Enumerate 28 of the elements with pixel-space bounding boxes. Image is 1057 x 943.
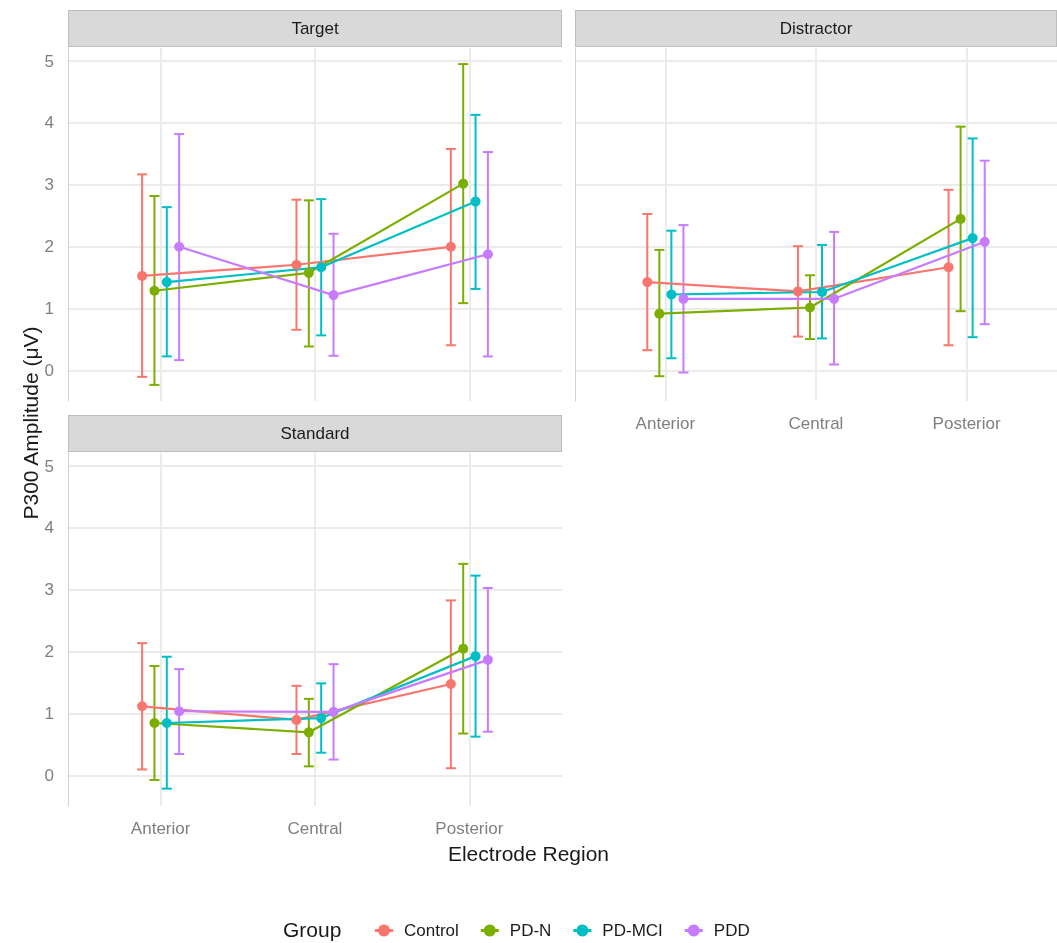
y-tick-label: 4 — [44, 113, 54, 133]
y-tick-label: 1 — [44, 299, 54, 319]
x-tick-label: Central — [788, 414, 844, 433]
y-tick-label: 1 — [44, 704, 54, 724]
legend-label: PDD — [713, 921, 750, 940]
x-axis-title: Electrode Region — [447, 842, 610, 865]
y-tick-label: 5 — [44, 51, 54, 71]
x-tick-label: Anterior — [130, 819, 191, 838]
chart-title: Target — [68, 10, 562, 47]
y-tick-label: 2 — [44, 642, 54, 662]
x-tick-label: Central — [287, 819, 343, 838]
legend-title: Group — [283, 918, 342, 941]
legend-label: PD-N — [509, 921, 552, 940]
y-tick-label: 5 — [44, 456, 54, 476]
y-tick-label: 0 — [44, 766, 54, 786]
chart-title: Standard — [68, 415, 562, 452]
legend-label: PD-MCI — [602, 921, 663, 940]
y-tick-label: 3 — [44, 175, 54, 195]
y-tick-label: 3 — [44, 580, 54, 600]
x-tick-label: Posterior — [435, 819, 504, 838]
y-tick-label: 4 — [44, 518, 54, 538]
y-tick-label: 2 — [44, 237, 54, 257]
y-tick-label: 0 — [44, 361, 54, 381]
y-axis-title: P300 Amplitude (μV) — [18, 326, 43, 520]
chart-title: Distractor — [575, 10, 1057, 47]
legend-label: Control — [404, 921, 459, 940]
x-tick-label: Anterior — [635, 414, 696, 433]
x-tick-label: Posterior — [932, 414, 1001, 433]
